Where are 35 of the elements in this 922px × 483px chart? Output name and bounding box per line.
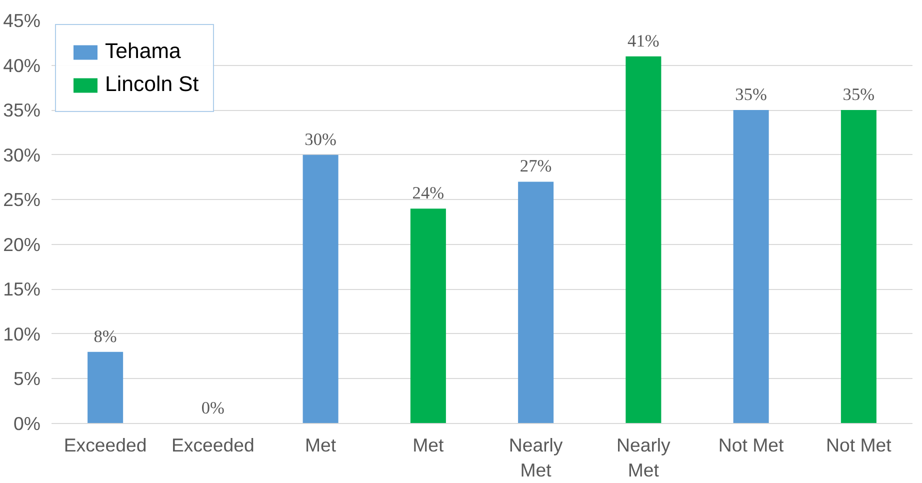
y-tick-label: 10% [3,323,41,344]
x-tick-label: Met [412,434,445,456]
y-tick-label: 35% [3,100,41,121]
x-tick-label: Nearly Met [616,434,672,481]
x-tick-label: Nearly Met [508,434,564,481]
y-tick-label: 20% [3,234,41,255]
data-label: 0% [201,398,224,418]
bar [733,110,769,424]
data-label: 8% [94,326,117,346]
y-tick-label: 45% [3,10,41,31]
y-tick-label: 25% [3,189,41,210]
data-label: 30% [304,130,336,149]
y-tick-label: 40% [3,54,41,76]
data-label: 24% [412,184,444,203]
bar [518,182,554,424]
x-tick-label: Not Met [718,434,785,456]
y-tick-label: 5% [14,368,41,390]
x-tick-label: Exceeded [171,434,254,456]
data-label: 41% [628,31,660,50]
data-label: 35% [842,85,875,104]
bar [840,110,876,424]
legend-label: Tehama [105,39,181,64]
legend-label: Lincoln St [105,72,199,97]
bar [410,208,446,424]
x-tick-label: Met [305,434,337,456]
bar [626,56,662,424]
bar [302,154,338,424]
x-tick-label: Exceeded [64,434,147,456]
data-label: 27% [520,156,552,176]
data-label: 35% [735,85,767,104]
bar [88,352,124,424]
y-tick-label: 15% [3,278,41,300]
y-tick-label: 30% [3,144,41,166]
y-tick-label: 0% [14,413,41,434]
x-tick-label: Not Met [826,434,892,456]
